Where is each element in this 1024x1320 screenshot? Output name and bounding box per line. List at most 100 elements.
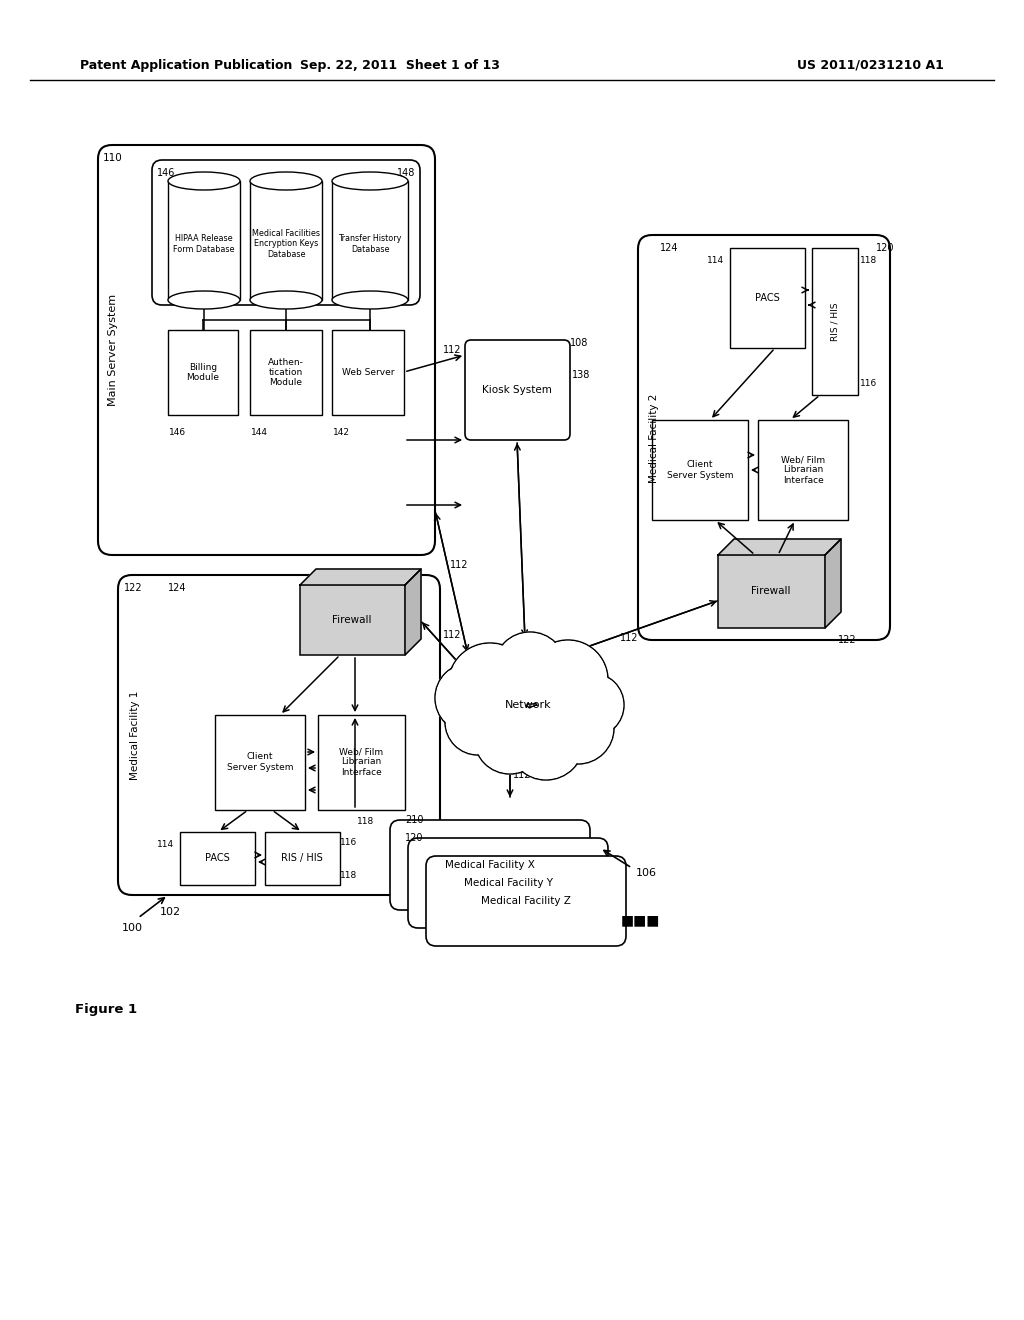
Text: HIPAA Release
Form Database: HIPAA Release Form Database [173, 235, 234, 253]
Circle shape [528, 640, 608, 719]
Circle shape [508, 704, 584, 780]
Text: Main Server System: Main Server System [108, 294, 118, 407]
Text: Web Server: Web Server [342, 368, 394, 378]
Text: 144: 144 [251, 428, 268, 437]
Text: Transfer History
Database: Transfer History Database [338, 235, 401, 253]
Text: 114: 114 [707, 256, 724, 265]
Bar [215, 715, 305, 810]
Text: 112: 112 [450, 560, 469, 570]
Ellipse shape [168, 290, 240, 309]
Circle shape [544, 693, 612, 763]
Text: 116: 116 [340, 838, 357, 847]
FancyBboxPatch shape [118, 576, 440, 895]
Ellipse shape [332, 290, 408, 309]
Circle shape [450, 644, 530, 726]
Polygon shape [406, 569, 421, 655]
Text: Medical Facility Z: Medical Facility Z [481, 896, 571, 906]
Ellipse shape [332, 172, 408, 190]
Text: Sep. 22, 2011  Sheet 1 of 13: Sep. 22, 2011 Sheet 1 of 13 [300, 58, 500, 71]
Bar [250, 181, 322, 300]
Text: Network: Network [505, 700, 551, 710]
Text: RIS / HIS: RIS / HIS [830, 302, 840, 342]
FancyBboxPatch shape [152, 160, 420, 305]
Ellipse shape [250, 290, 322, 309]
Bar [180, 832, 255, 884]
Bar [318, 715, 406, 810]
Text: 118: 118 [357, 817, 374, 826]
Text: Client
Server System: Client Server System [226, 752, 293, 772]
Text: Medical Facility X: Medical Facility X [445, 861, 535, 870]
Text: 146: 146 [169, 428, 186, 437]
Bar [652, 420, 748, 520]
FancyBboxPatch shape [426, 855, 626, 946]
Text: 112: 112 [443, 345, 462, 355]
Polygon shape [825, 539, 841, 628]
Text: Client
Server System: Client Server System [667, 461, 733, 479]
Bar [758, 420, 848, 520]
Bar [168, 330, 238, 414]
Text: Web/ Film
Librarian
Interface: Web/ Film Librarian Interface [339, 747, 383, 777]
Text: 110: 110 [103, 153, 123, 162]
FancyBboxPatch shape [390, 820, 590, 909]
Text: 118: 118 [340, 871, 357, 880]
Text: 118: 118 [860, 256, 878, 265]
Text: US 2011/0231210 A1: US 2011/0231210 A1 [797, 58, 943, 71]
Polygon shape [718, 539, 841, 554]
Text: 108: 108 [570, 338, 589, 348]
Circle shape [435, 663, 505, 733]
Circle shape [446, 690, 510, 754]
Text: Web/ Film
Librarian
Interface: Web/ Film Librarian Interface [781, 455, 825, 484]
Circle shape [475, 704, 545, 772]
Text: Kiosk System: Kiosk System [482, 385, 552, 395]
Text: Firewall: Firewall [332, 615, 372, 624]
FancyBboxPatch shape [408, 838, 608, 928]
Circle shape [449, 643, 532, 727]
Text: 114: 114 [157, 840, 174, 849]
Text: ■■■: ■■■ [621, 913, 659, 927]
Text: 124: 124 [168, 583, 186, 593]
Text: 100: 100 [122, 923, 143, 933]
Circle shape [496, 634, 564, 702]
Circle shape [445, 689, 511, 755]
Text: 112: 112 [620, 634, 639, 643]
Circle shape [474, 702, 546, 774]
Text: Patent Application Publication: Patent Application Publication [80, 58, 293, 71]
Text: 124: 124 [660, 243, 679, 253]
Text: Medical Facility 2: Medical Facility 2 [649, 393, 659, 483]
Text: Figure 1: Figure 1 [75, 1003, 137, 1016]
Bar [168, 181, 240, 300]
Text: 112: 112 [513, 770, 531, 780]
Bar [300, 585, 406, 655]
Text: Billing
Module: Billing Module [186, 363, 219, 383]
Text: 148: 148 [396, 168, 415, 178]
Text: 106: 106 [636, 869, 657, 878]
Bar [332, 181, 408, 300]
Text: Medical Facility 1: Medical Facility 1 [130, 690, 140, 780]
Bar [332, 330, 404, 414]
Ellipse shape [168, 172, 240, 190]
Bar [265, 832, 340, 884]
Circle shape [529, 642, 606, 718]
FancyBboxPatch shape [98, 145, 435, 554]
FancyBboxPatch shape [465, 341, 570, 440]
Text: PACS: PACS [755, 293, 779, 304]
Text: Medical Facilities
Encryption Keys
Database: Medical Facilities Encryption Keys Datab… [252, 230, 319, 259]
Bar [718, 554, 825, 628]
Text: PACS: PACS [205, 853, 229, 863]
Circle shape [560, 673, 624, 737]
Text: Firewall: Firewall [752, 586, 791, 597]
Bar [250, 330, 322, 414]
Text: 112: 112 [443, 630, 462, 640]
Text: RIS / HIS: RIS / HIS [282, 853, 323, 863]
Circle shape [510, 705, 583, 779]
FancyBboxPatch shape [638, 235, 890, 640]
Text: 122: 122 [124, 583, 142, 593]
Text: 210: 210 [406, 814, 424, 825]
Text: 146: 146 [157, 168, 175, 178]
Text: 142: 142 [333, 428, 350, 437]
Polygon shape [300, 569, 421, 585]
Text: Medical Facility Y: Medical Facility Y [464, 878, 553, 888]
Circle shape [436, 664, 504, 731]
Text: 122: 122 [838, 635, 857, 645]
Text: Authen-
tication
Module: Authen- tication Module [268, 358, 304, 387]
